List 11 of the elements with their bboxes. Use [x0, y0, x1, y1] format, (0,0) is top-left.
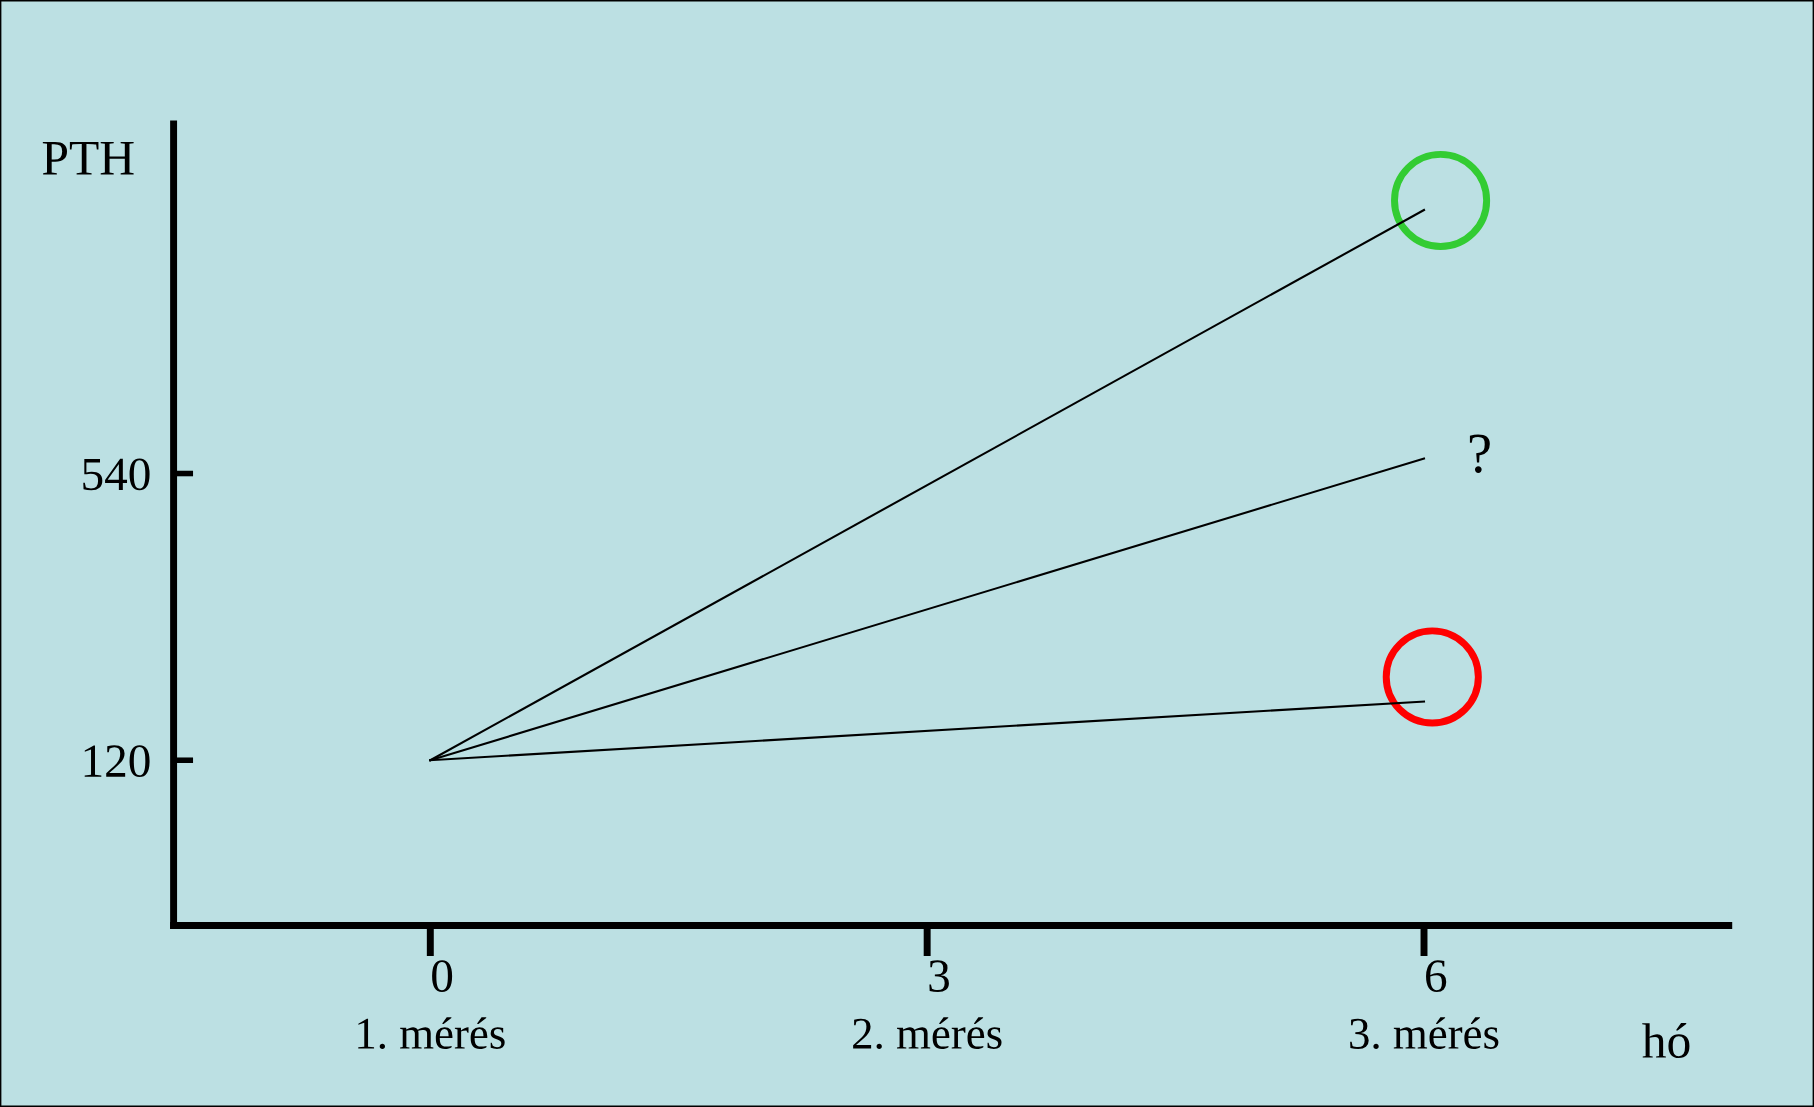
y-tick-label: 540: [83, 458, 150, 491]
x-tick-label: 0: [432, 960, 453, 993]
x-tick-label: 6: [1426, 960, 1447, 993]
x-tick-label: 3: [929, 960, 949, 993]
y-axis-title: PTH: [42, 141, 134, 175]
text: 1. mérés: [358, 1017, 505, 1050]
annotation: ?: [1469, 434, 1490, 473]
y-tick-label: 120: [84, 745, 150, 778]
text: 2. mérés: [853, 1017, 1002, 1050]
text: 3. mérés: [1350, 1017, 1499, 1050]
x-axis-title: hó: [1642, 1023, 1690, 1059]
